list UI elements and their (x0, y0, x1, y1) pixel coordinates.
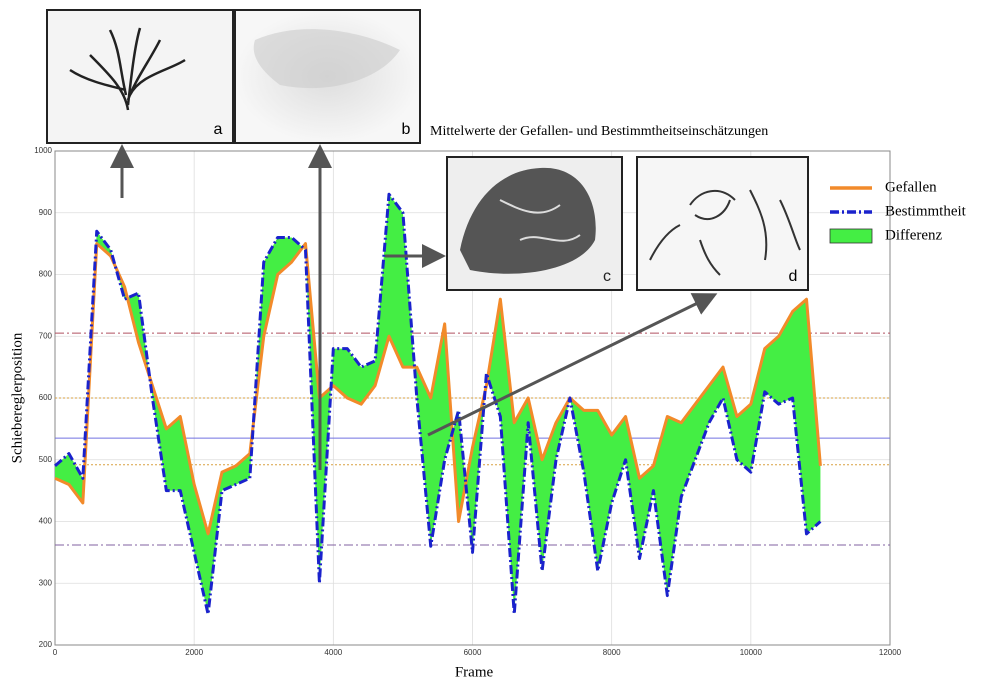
inset-d: d (636, 156, 809, 291)
x-tick-label: 0 (53, 648, 58, 657)
chart-title: Mittelwerte der Gefallen- und Bestimmthe… (430, 124, 768, 139)
y-tick-label: 200 (39, 640, 53, 649)
y-tick-label: 300 (39, 578, 53, 587)
inset-label: c (603, 268, 611, 285)
legend: Gefallen Bestimmtheit Differenz (829, 179, 967, 244)
legend-label: Differenz (885, 227, 943, 243)
x-tick-label: 12000 (879, 648, 902, 657)
inset-b: b (234, 9, 421, 144)
x-tick-label: 4000 (324, 648, 342, 657)
difference-area (55, 194, 821, 615)
inset-a: a (46, 9, 234, 144)
x-axis-label: Frame (455, 664, 494, 680)
legend-swatch (829, 228, 873, 244)
y-tick-label: 800 (39, 270, 53, 279)
y-tick-label: 500 (39, 455, 53, 464)
y-tick-label: 600 (39, 393, 53, 402)
y-axis-label: Schiebereglerposition (9, 332, 25, 463)
y-tick-label: 900 (39, 208, 53, 217)
y-tick-label: 700 (39, 331, 53, 340)
legend-label: Gefallen (885, 179, 937, 195)
inset-label: b (402, 121, 411, 138)
inset-label: a (214, 121, 223, 138)
inset-label: d (789, 268, 798, 285)
x-tick-label: 8000 (603, 648, 621, 657)
y-tick-label: 1000 (34, 146, 52, 155)
series-line (54, 192, 822, 616)
series-line (54, 242, 822, 536)
x-tick-label: 10000 (740, 648, 763, 657)
arrow (427, 293, 718, 437)
x-tick-label: 2000 (185, 648, 203, 657)
arrows (110, 144, 718, 470)
x-tick-label: 6000 (464, 648, 482, 657)
inset-c: c (446, 156, 623, 291)
y-tick-label: 400 (39, 517, 53, 526)
legend-label: Bestimmtheit (885, 203, 967, 219)
